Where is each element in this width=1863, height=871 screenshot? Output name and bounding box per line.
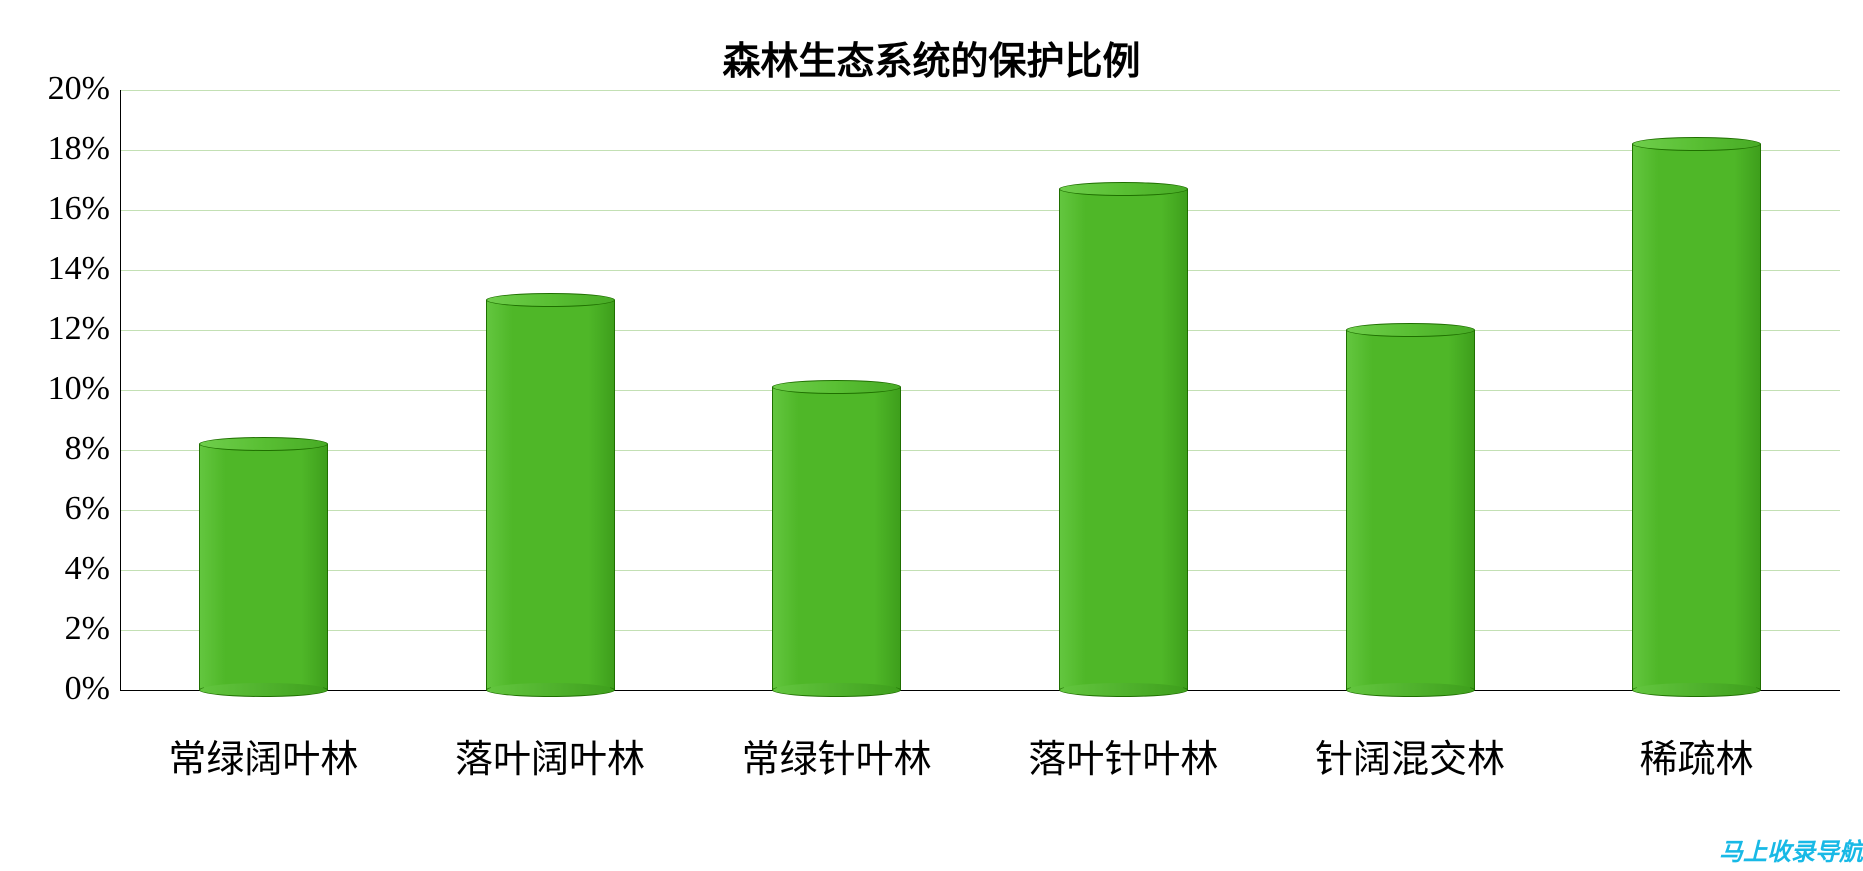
y-tick-label: 18%: [0, 130, 110, 168]
x-tick-label: 稀疏林: [1553, 728, 1840, 783]
bar-face: [199, 444, 328, 690]
bar-face: [1632, 144, 1761, 690]
bar-face: [486, 300, 615, 690]
y-tick-label: 6%: [0, 490, 110, 528]
y-tick-label: 16%: [0, 190, 110, 228]
y-axis-line: [120, 90, 121, 690]
gridline: [120, 630, 1840, 631]
x-tick-label: 落叶阔叶林: [407, 728, 694, 783]
gridline: [120, 690, 1840, 691]
bar-face: [772, 387, 901, 690]
y-tick-label: 2%: [0, 610, 110, 648]
bar-base: [199, 683, 328, 697]
y-tick-label: 10%: [0, 370, 110, 408]
x-tick-label: 常绿阔叶林: [120, 728, 407, 783]
gridline: [120, 330, 1840, 331]
bar-face: [1059, 189, 1188, 690]
bar-top: [772, 380, 901, 394]
bar-base: [1059, 683, 1188, 697]
y-tick-label: 0%: [0, 670, 110, 708]
bar: [1632, 144, 1761, 690]
bar: [486, 300, 615, 690]
bar-base: [1346, 683, 1475, 697]
bar-top: [486, 293, 615, 307]
bar-base: [772, 683, 901, 697]
y-tick-label: 4%: [0, 550, 110, 588]
bar-face: [1346, 330, 1475, 690]
bar-top: [1059, 182, 1188, 196]
bar-base: [1632, 683, 1761, 697]
gridline: [120, 570, 1840, 571]
bar: [1059, 189, 1188, 690]
bar: [199, 444, 328, 690]
x-tick-label: 针阔混交林: [1267, 728, 1554, 783]
chart-title: 森林生态系统的保护比例: [0, 30, 1863, 85]
gridline: [120, 270, 1840, 271]
bar: [1346, 330, 1475, 690]
plot-area: [120, 90, 1840, 690]
gridline: [120, 390, 1840, 391]
gridline: [120, 150, 1840, 151]
bar-base: [486, 683, 615, 697]
gridline: [120, 450, 1840, 451]
y-tick-label: 14%: [0, 250, 110, 288]
watermark-text: 马上收录导航: [1719, 832, 1863, 867]
gridline: [120, 90, 1840, 91]
y-tick-label: 20%: [0, 70, 110, 108]
bar-top: [199, 437, 328, 451]
gridline: [120, 210, 1840, 211]
x-tick-label: 常绿针叶林: [693, 728, 980, 783]
bar-top: [1632, 137, 1761, 151]
bar: [772, 387, 901, 690]
bar-top: [1346, 323, 1475, 337]
y-tick-label: 12%: [0, 310, 110, 348]
x-tick-label: 落叶针叶林: [980, 728, 1267, 783]
y-tick-label: 8%: [0, 430, 110, 468]
gridline: [120, 510, 1840, 511]
